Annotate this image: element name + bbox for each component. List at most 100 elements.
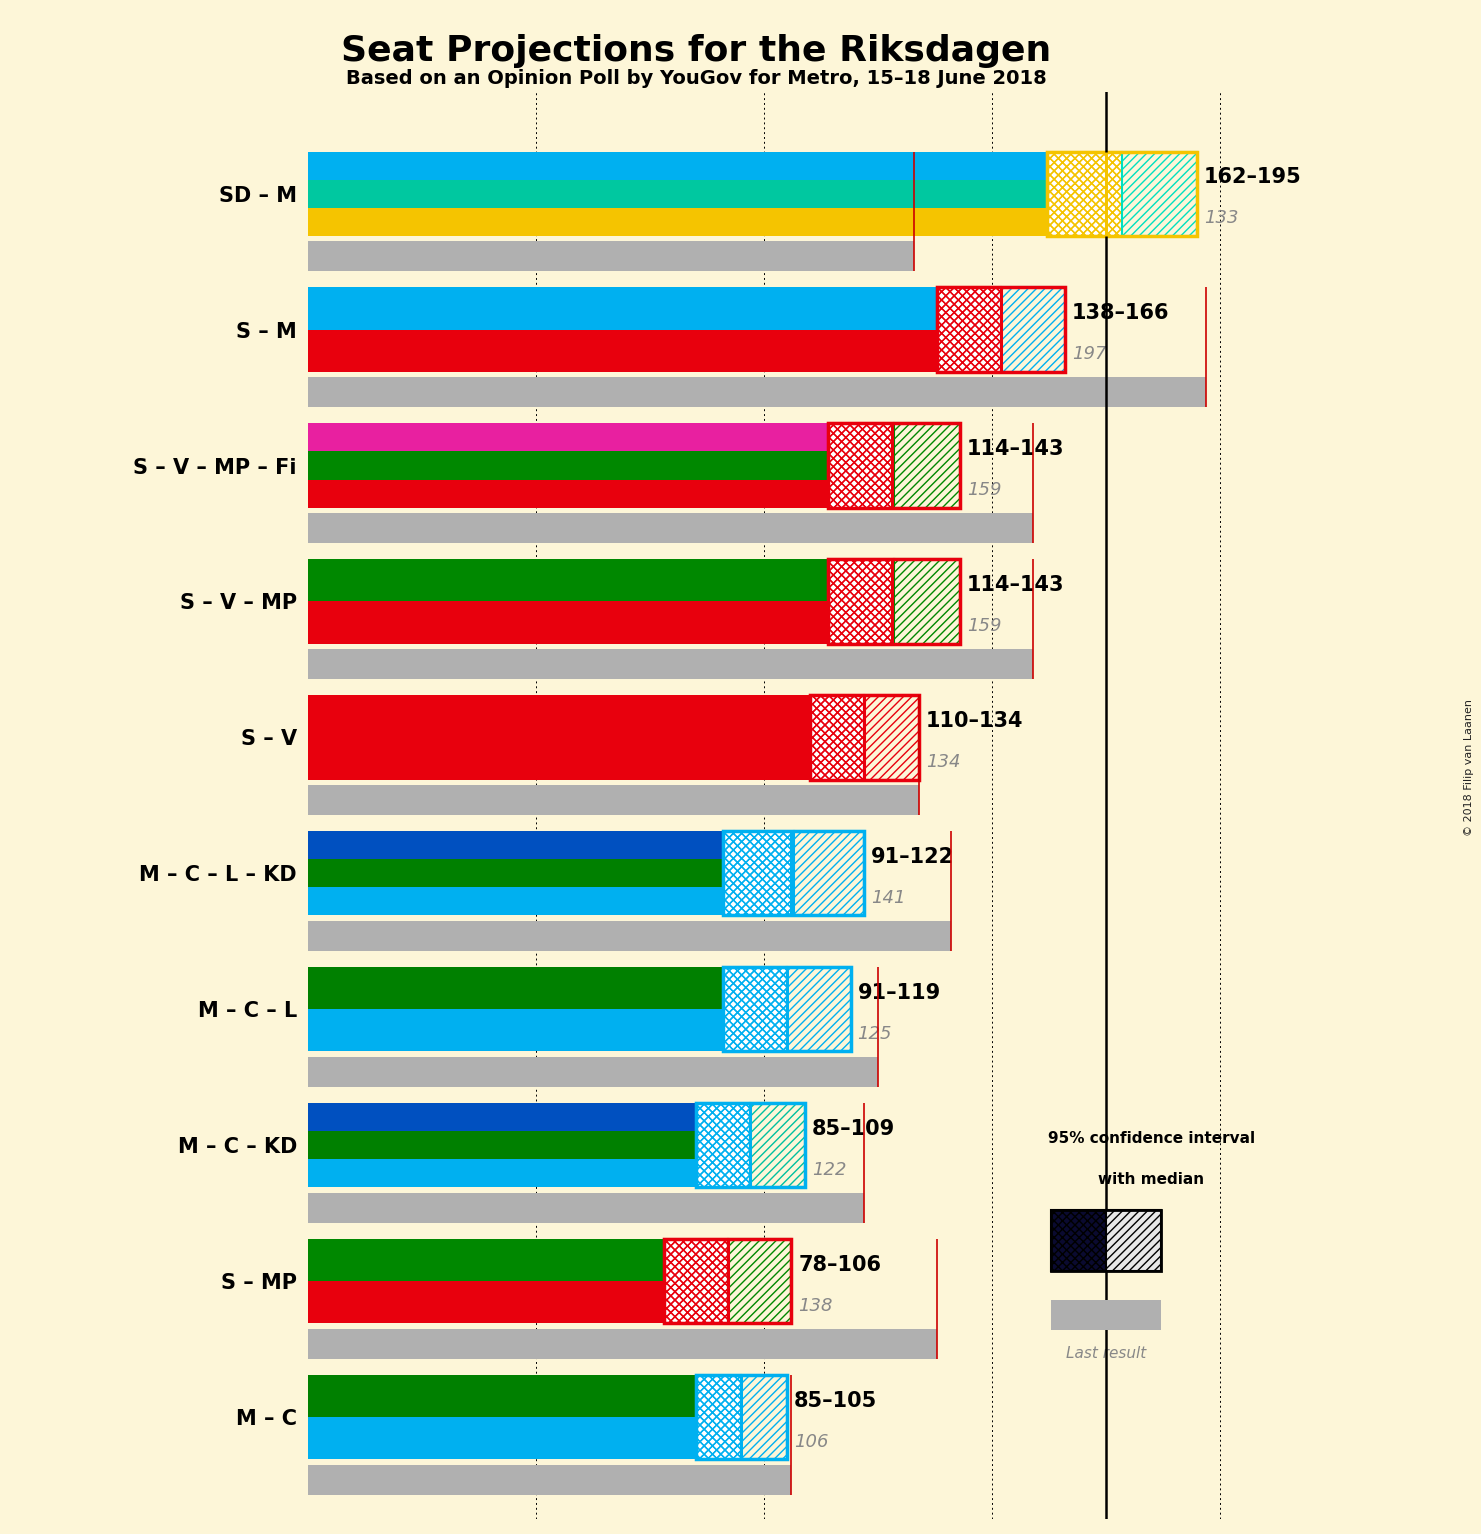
Bar (895, 423, 960, 508)
Text: 106: 106 (794, 1433, 828, 1451)
Bar (1001, 287, 1065, 371)
Bar (308, 152, 1047, 179)
Text: 91–119: 91–119 (857, 983, 940, 1003)
Text: 85–109: 85–109 (812, 1118, 895, 1138)
Text: 138–166: 138–166 (1072, 304, 1169, 324)
Text: 141: 141 (871, 888, 905, 907)
Bar (751, 1103, 806, 1187)
Bar (828, 423, 895, 508)
Bar (663, 1239, 791, 1324)
Bar (308, 966, 723, 1009)
Bar (828, 423, 895, 508)
Bar (1052, 1210, 1106, 1272)
Text: 125: 125 (857, 1025, 892, 1043)
Bar (696, 1103, 806, 1187)
Text: 159: 159 (967, 617, 1001, 635)
Bar (308, 649, 1032, 680)
Bar (696, 1374, 740, 1459)
Bar (895, 560, 960, 644)
Bar (696, 1103, 751, 1187)
Text: Seat Projections for the Riksdagen: Seat Projections for the Riksdagen (341, 34, 1052, 67)
Text: 159: 159 (967, 482, 1001, 499)
Bar (1047, 152, 1197, 236)
Bar (308, 1193, 865, 1223)
Bar (786, 966, 850, 1051)
Bar (723, 966, 786, 1051)
Bar (308, 831, 723, 859)
Bar (1106, 1210, 1161, 1272)
Bar (1123, 152, 1197, 236)
Text: 91–122: 91–122 (871, 847, 954, 867)
Bar (696, 1103, 751, 1187)
Bar (723, 831, 794, 916)
Bar (308, 451, 828, 480)
Bar (828, 560, 960, 644)
Bar (308, 1057, 878, 1086)
Bar (828, 560, 895, 644)
Bar (308, 785, 920, 815)
Bar (723, 831, 794, 916)
Bar (308, 859, 723, 887)
Text: 122: 122 (812, 1161, 846, 1178)
Bar (937, 287, 1065, 371)
Bar (308, 377, 1206, 407)
Text: with median: with median (1099, 1172, 1204, 1187)
Bar (308, 695, 810, 779)
Bar (696, 1374, 740, 1459)
Text: 162–195: 162–195 (1204, 167, 1302, 187)
Bar (308, 1417, 696, 1459)
Text: © 2018 Filip van Laanen: © 2018 Filip van Laanen (1465, 698, 1474, 836)
Bar (696, 1374, 786, 1459)
Bar (308, 287, 937, 330)
Bar (308, 1328, 937, 1359)
Bar (308, 207, 1047, 236)
Bar (663, 1239, 727, 1324)
Bar (727, 1239, 791, 1324)
Bar (740, 1374, 786, 1459)
Bar (794, 831, 865, 916)
Text: 78–106: 78–106 (798, 1255, 881, 1275)
Bar (723, 966, 850, 1051)
Bar (723, 966, 786, 1051)
Bar (308, 1465, 791, 1494)
Bar (937, 287, 1001, 371)
Text: 134: 134 (926, 753, 960, 772)
Bar (308, 887, 723, 916)
Text: 95% confidence interval: 95% confidence interval (1049, 1131, 1254, 1146)
Text: 133: 133 (1204, 209, 1238, 227)
Text: 114–143: 114–143 (967, 439, 1065, 459)
Text: 114–143: 114–143 (967, 575, 1065, 595)
Text: Last result: Last result (1066, 1345, 1146, 1361)
Bar (828, 560, 895, 644)
Bar (308, 241, 914, 272)
Bar (1047, 152, 1123, 236)
Bar (810, 695, 920, 779)
Bar (308, 601, 828, 644)
Bar (865, 695, 920, 779)
Text: 85–105: 85–105 (794, 1391, 877, 1411)
Bar (1052, 1210, 1161, 1272)
Bar (308, 512, 1032, 543)
Bar (308, 1281, 663, 1324)
Bar (937, 287, 1001, 371)
Text: 197: 197 (1072, 345, 1106, 364)
Bar (308, 1131, 696, 1160)
Bar (308, 1009, 723, 1051)
Text: 110–134: 110–134 (926, 712, 1023, 732)
Text: Based on an Opinion Poll by YouGov for Metro, 15–18 June 2018: Based on an Opinion Poll by YouGov for M… (345, 69, 1047, 87)
Text: 138: 138 (798, 1296, 832, 1315)
Bar (828, 423, 960, 508)
Bar (663, 1239, 727, 1324)
Bar (810, 695, 865, 779)
Bar (308, 423, 828, 451)
Bar (308, 1374, 696, 1417)
Bar (308, 1239, 663, 1281)
Bar (308, 480, 828, 508)
Bar (308, 330, 937, 371)
Bar (1052, 1301, 1161, 1330)
Bar (308, 1160, 696, 1187)
Bar (810, 695, 865, 779)
Bar (308, 560, 828, 601)
Bar (723, 831, 865, 916)
Bar (1047, 152, 1123, 236)
